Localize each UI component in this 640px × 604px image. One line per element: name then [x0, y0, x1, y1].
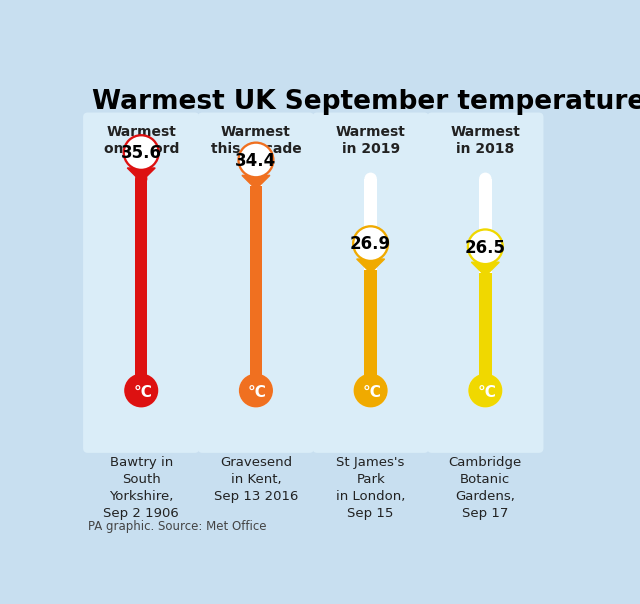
Circle shape	[124, 373, 158, 408]
Text: Bawtry in
South
Yorkshire,
Sep 2 1906: Bawtry in South Yorkshire, Sep 2 1906	[103, 456, 179, 520]
Text: Warmest UK September temperatures: Warmest UK September temperatures	[92, 89, 640, 115]
Circle shape	[479, 173, 492, 185]
Circle shape	[469, 231, 502, 263]
Bar	[250, 186, 262, 391]
Circle shape	[125, 137, 157, 169]
Text: Warmest
on record: Warmest on record	[104, 125, 179, 156]
Bar	[479, 179, 492, 391]
Circle shape	[353, 373, 388, 408]
Text: Warmest
in 2019: Warmest in 2019	[336, 125, 406, 156]
Circle shape	[135, 173, 147, 185]
Polygon shape	[127, 168, 155, 182]
Text: 26.5: 26.5	[465, 239, 506, 257]
Circle shape	[239, 373, 273, 408]
Polygon shape	[356, 259, 385, 273]
FancyBboxPatch shape	[428, 112, 543, 453]
Text: 35.6: 35.6	[121, 144, 162, 162]
Text: Warmest
in 2018: Warmest in 2018	[451, 125, 520, 156]
FancyBboxPatch shape	[198, 112, 314, 453]
Bar	[250, 179, 262, 391]
Circle shape	[468, 373, 502, 408]
Circle shape	[239, 373, 273, 408]
FancyBboxPatch shape	[312, 112, 429, 453]
Circle shape	[239, 144, 272, 176]
Circle shape	[124, 373, 158, 408]
Bar	[364, 270, 377, 391]
Text: 26.9: 26.9	[350, 236, 391, 254]
Bar	[135, 179, 147, 391]
Bar	[479, 273, 492, 391]
Circle shape	[352, 225, 389, 262]
Text: Warmest
this decade: Warmest this decade	[211, 125, 301, 156]
FancyBboxPatch shape	[83, 112, 199, 453]
Text: PA graphic. Source: Met Office: PA graphic. Source: Met Office	[88, 520, 266, 533]
Text: Cambridge
Botanic
Gardens,
Sep 17: Cambridge Botanic Gardens, Sep 17	[449, 456, 522, 520]
Circle shape	[250, 173, 262, 185]
Circle shape	[364, 173, 377, 185]
Circle shape	[468, 373, 502, 408]
Text: Gravesend
in Kent,
Sep 13 2016: Gravesend in Kent, Sep 13 2016	[214, 456, 298, 503]
Polygon shape	[242, 175, 270, 189]
Circle shape	[123, 134, 160, 171]
Polygon shape	[472, 262, 499, 276]
Circle shape	[237, 141, 275, 178]
Text: °C: °C	[248, 385, 267, 399]
Circle shape	[135, 173, 147, 185]
Text: °C: °C	[363, 385, 381, 399]
Bar	[135, 179, 147, 391]
Text: °C: °C	[477, 385, 496, 399]
Text: St James's
Park
in London,
Sep 15: St James's Park in London, Sep 15	[336, 456, 405, 520]
Text: 34.4: 34.4	[236, 152, 276, 170]
Text: °C: °C	[133, 385, 152, 399]
Circle shape	[355, 228, 387, 260]
Circle shape	[353, 373, 388, 408]
Bar	[364, 179, 377, 391]
Circle shape	[467, 228, 504, 265]
